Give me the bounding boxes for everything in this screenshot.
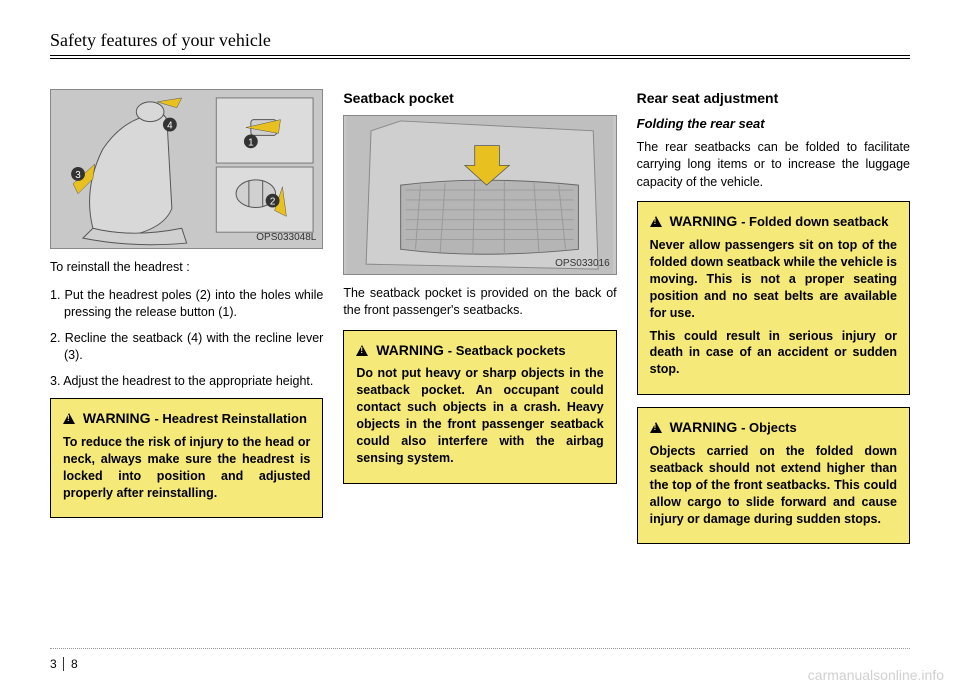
svg-text:3: 3 [75,170,81,181]
warning-main: WARNING [670,419,738,435]
svg-text:1: 1 [248,137,253,148]
column-3: Rear seat adjustment Folding the rear se… [637,89,910,556]
warning-sub: - Headrest Reinstallation [154,411,306,426]
warning-icon [650,216,662,227]
seatback-pocket-illustration: OPS033016 [343,115,616,275]
step-2: 2. Recline the seatback (4) with the rec… [50,330,323,365]
page-number: 8 [71,657,78,671]
headrest-illustration: 4 3 1 2 OPS033048L [50,89,323,249]
warning-main: WARNING [670,213,738,229]
chapter-number: 3 [50,657,64,671]
warning-title: WARNING - Folded down seatback [650,212,897,231]
image-caption-1: OPS033048L [256,231,316,245]
rear-seat-para: The rear seatbacks can be folded to faci… [637,139,910,192]
column-2: Seatback pocket [343,89,616,556]
warning-sub: - Seatback pockets [448,343,566,358]
warning-title: WARNING - Headrest Reinstallation [63,409,310,428]
pocket-para: The seatback pocket is provided on the b… [343,285,616,320]
svg-text:4: 4 [167,121,173,132]
warning-sub: - Folded down seatback [741,214,888,229]
seatback-pocket-title: Seatback pocket [343,89,616,109]
warning-body-2: This could result in serious injury or d… [650,328,897,379]
warning-body: Objects carried on the folded down seatb… [650,443,897,527]
warning-pocket: WARNING - Seatback pockets Do not put he… [343,330,616,484]
warning-headrest: WARNING - Headrest Reinstallation To red… [50,398,323,518]
header-rule-1 [50,55,910,56]
header-rule-2 [50,58,910,59]
rear-seat-title: Rear seat adjustment [637,89,910,109]
warning-main: WARNING [83,410,151,426]
content-columns: 4 3 1 2 OPS033048L [50,89,910,556]
warning-main: WARNING [376,342,444,358]
column-1: 4 3 1 2 OPS033048L [50,89,323,556]
folding-subtitle: Folding the rear seat [637,115,910,133]
svg-text:2: 2 [270,197,275,208]
page-header: Safety features of your vehicle [50,30,910,55]
reinstall-intro: To reinstall the headrest : [50,259,323,277]
pocket-svg [344,116,615,274]
warning-folded-seatback: WARNING - Folded down seatback Never all… [637,201,910,395]
step-3: 3. Adjust the headrest to the appropriat… [50,373,323,391]
headrest-svg: 4 3 1 2 [51,90,322,248]
warning-body-1: Never allow passengers sit on top of the… [650,237,897,321]
warning-icon [63,413,75,424]
step-1: 1. Put the headrest poles (2) into the h… [50,287,323,322]
warning-objects: WARNING - Objects Objects carried on the… [637,407,910,544]
warning-sub: - Objects [741,420,797,435]
image-caption-2: OPS033016 [555,257,610,271]
warning-icon [650,422,662,433]
page-footer: 3 8 [50,657,78,671]
warning-title: WARNING - Objects [650,418,897,437]
manual-page: Safety features of your vehicle 4 [0,0,960,689]
warning-body: To reduce the risk of injury to the head… [63,434,310,502]
footer-rule [50,648,910,649]
watermark: carmanualsonline.info [808,667,944,683]
warning-body: Do not put heavy or sharp objects in the… [356,365,603,466]
warning-title: WARNING - Seatback pockets [356,341,603,360]
warning-icon [356,345,368,356]
